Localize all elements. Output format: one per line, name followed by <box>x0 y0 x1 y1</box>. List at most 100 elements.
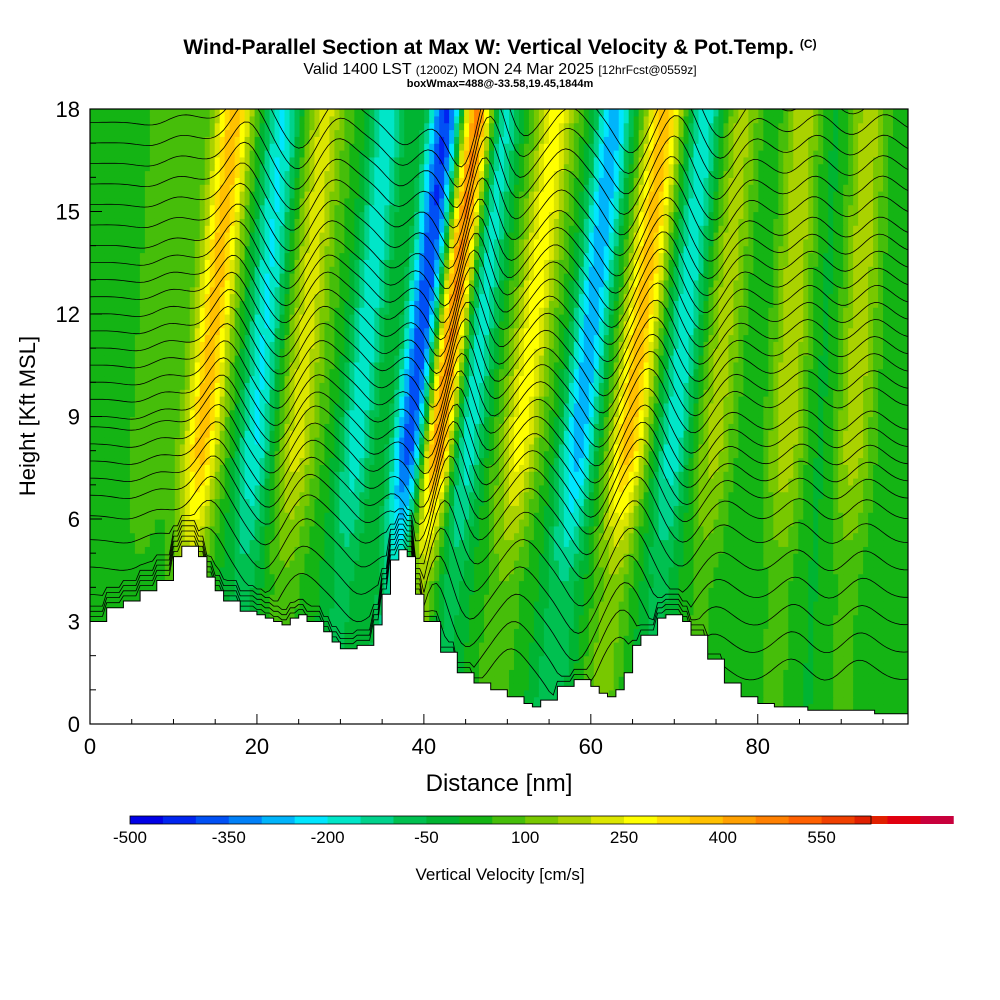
velocity-cell <box>563 614 570 623</box>
velocity-cell <box>648 532 655 541</box>
velocity-cell <box>229 512 236 520</box>
velocity-cell <box>324 519 331 527</box>
velocity-cell <box>563 655 570 664</box>
velocity-cell <box>803 560 809 568</box>
velocity-cell <box>663 525 670 534</box>
velocity-cell <box>334 560 340 568</box>
velocity-cell <box>713 560 720 568</box>
velocity-cell <box>593 587 600 595</box>
velocity-cell <box>623 662 630 670</box>
velocity-cell <box>134 594 141 602</box>
velocity-cell <box>459 539 465 547</box>
velocity-cell <box>753 642 759 650</box>
velocity-cell <box>583 525 590 534</box>
velocity-cell <box>144 532 151 541</box>
velocity-cell <box>374 573 380 582</box>
velocity-cell <box>339 607 345 616</box>
velocity-cell <box>279 573 286 582</box>
velocity-cell <box>299 525 306 534</box>
velocity-cell <box>873 703 879 711</box>
velocity-cell <box>728 553 735 561</box>
velocity-cell <box>369 601 375 609</box>
velocity-cell <box>484 566 490 575</box>
velocity-cell <box>618 594 625 602</box>
velocity-cell <box>618 519 625 527</box>
velocity-cell <box>528 655 535 664</box>
velocity-cell <box>728 519 735 527</box>
velocity-cell <box>339 525 345 534</box>
velocity-cell <box>553 525 560 534</box>
velocity-cell <box>703 519 710 527</box>
velocity-cell <box>763 655 769 664</box>
velocity-cell <box>359 539 365 547</box>
velocity-cell <box>548 614 555 623</box>
velocity-cell <box>778 683 784 691</box>
velocity-cell <box>898 607 904 616</box>
velocity-cell <box>558 628 565 636</box>
velocity-cell <box>264 573 271 582</box>
velocity-cell <box>878 655 884 664</box>
velocity-cell <box>598 676 605 684</box>
velocity-cell <box>798 689 804 698</box>
velocity-cell <box>439 573 445 582</box>
velocity-cell <box>773 539 779 547</box>
velocity-cell <box>419 573 425 582</box>
velocity-cell <box>523 621 530 629</box>
velocity-cell <box>518 676 525 684</box>
velocity-cell <box>444 621 450 629</box>
velocity-cell <box>678 553 685 561</box>
velocity-cell <box>738 566 744 575</box>
velocity-cell <box>99 546 106 554</box>
velocity-cell <box>788 539 794 547</box>
velocity-cell <box>139 560 146 568</box>
velocity-cell <box>503 594 510 602</box>
velocity-cell <box>753 601 759 609</box>
velocity-cell <box>334 607 340 616</box>
velocity-cell <box>693 525 700 534</box>
velocity-cell <box>119 573 126 582</box>
velocity-cell <box>718 628 725 636</box>
velocity-cell <box>244 519 251 527</box>
velocity-cell <box>538 655 545 664</box>
velocity-cell <box>698 532 705 541</box>
velocity-cell <box>404 539 410 547</box>
velocity-cell <box>858 539 864 547</box>
velocity-cell <box>828 546 834 554</box>
velocity-cell <box>823 573 829 582</box>
velocity-cell <box>439 566 445 575</box>
velocity-cell <box>833 683 839 691</box>
velocity-cell <box>588 669 595 677</box>
velocity-cell <box>788 696 794 705</box>
velocity-cell <box>803 696 809 705</box>
velocity-cell <box>878 648 884 657</box>
velocity-cell <box>469 519 475 527</box>
velocity-cell <box>518 532 525 541</box>
velocity-cell <box>863 689 869 698</box>
velocity-cell <box>813 594 819 602</box>
velocity-cell <box>90 519 96 527</box>
velocity-cell <box>543 669 550 677</box>
velocity-cell <box>459 614 465 623</box>
velocity-cell <box>90 573 96 582</box>
velocity-cell <box>663 532 670 541</box>
velocity-cell <box>803 573 809 582</box>
velocity-cell <box>623 621 630 629</box>
velocity-cell <box>648 573 655 582</box>
velocity-cell <box>628 628 635 636</box>
velocity-cell <box>608 546 615 554</box>
velocity-cell <box>553 594 560 602</box>
velocity-cell <box>703 580 710 588</box>
velocity-cell <box>748 607 754 616</box>
velocity-cell <box>454 635 460 643</box>
velocity-cell <box>503 519 510 527</box>
velocity-cell <box>813 683 819 691</box>
velocity-cell <box>209 532 216 541</box>
velocity-cell <box>508 532 515 541</box>
velocity-cell <box>583 587 590 595</box>
velocity-cell <box>758 546 764 554</box>
velocity-cell <box>718 539 725 547</box>
velocity-cell <box>878 601 884 609</box>
velocity-cell <box>818 662 824 670</box>
velocity-cell <box>294 580 301 588</box>
velocity-cell <box>783 614 789 623</box>
